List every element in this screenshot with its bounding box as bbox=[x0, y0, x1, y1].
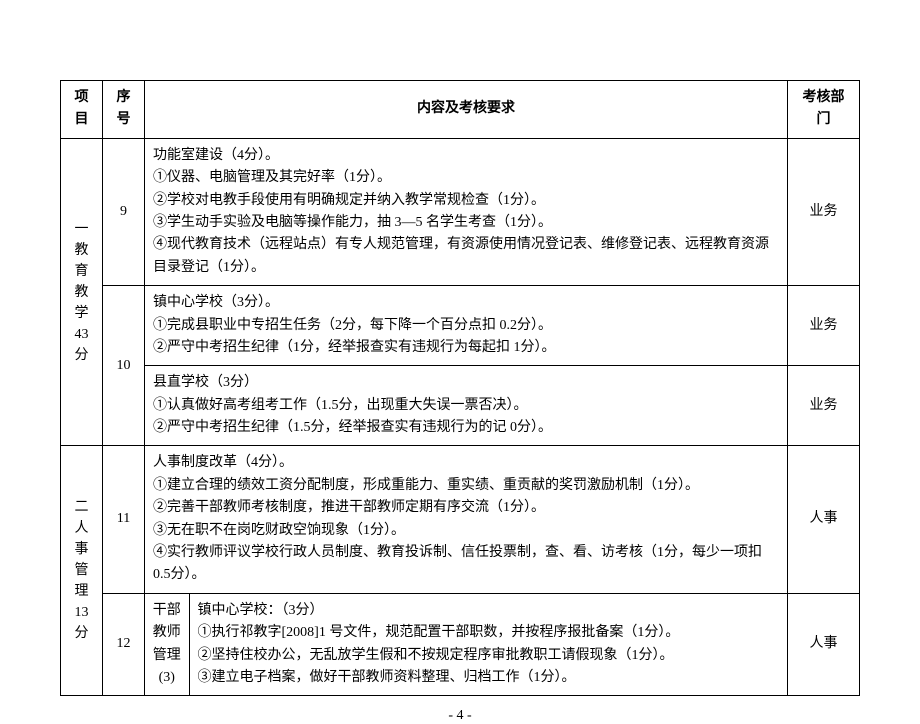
content-cell: 镇中心学校：（3分）①执行祁教字[2008]1 号文件，规范配置干部职数，并按程… bbox=[189, 594, 787, 696]
dept-cell: 人事 bbox=[788, 446, 860, 593]
dept-cell: 业务 bbox=[788, 366, 860, 446]
project-cell: 一教育教学43分 bbox=[61, 138, 103, 446]
dept-cell: 业务 bbox=[788, 286, 860, 366]
seq-cell: 12 bbox=[103, 593, 145, 696]
content-cell: 县直学校（3分）①认真做好高考组考工作（1.5分，出现重大失误一票否决）。②严守… bbox=[145, 366, 788, 446]
header-seq: 序号 bbox=[103, 81, 145, 139]
table-row: 10 镇中心学校（3分）。①完成县职业中专招生任务（2分，每下降一个百分点扣 0… bbox=[61, 286, 860, 366]
header-row: 项目 序号 内容及考核要求 考核部门 bbox=[61, 81, 860, 139]
table-row: 一教育教学43分 9 功能室建设（4分）。①仪器、电脑管理及其完好率（1分）。②… bbox=[61, 138, 860, 285]
dept-cell: 人事 bbox=[788, 593, 860, 696]
dept-cell: 业务 bbox=[788, 138, 860, 285]
project-cell: 二人事管理13分 bbox=[61, 446, 103, 696]
evaluation-table: 项目 序号 内容及考核要求 考核部门 一教育教学43分 9 功能室建设（4分）。… bbox=[60, 80, 860, 696]
seq-cell: 9 bbox=[103, 138, 145, 285]
table-row: 二人事管理13分 11 人事制度改革（4分）。①建立合理的绩效工资分配制度，形成… bbox=[61, 446, 860, 593]
table-row: 12 干部教师管理(3) 镇中心学校：（3分）①执行祁教字[2008]1 号文件… bbox=[61, 593, 860, 696]
header-project: 项目 bbox=[61, 81, 103, 139]
header-content: 内容及考核要求 bbox=[145, 81, 788, 139]
content-cell-wrapper: 干部教师管理(3) 镇中心学校：（3分）①执行祁教字[2008]1 号文件，规范… bbox=[145, 593, 788, 696]
sublabel-cell: 干部教师管理(3) bbox=[145, 594, 189, 696]
seq-cell: 10 bbox=[103, 286, 145, 446]
header-department: 考核部门 bbox=[788, 81, 860, 139]
table-row: 县直学校（3分）①认真做好高考组考工作（1.5分，出现重大失误一票否决）。②严守… bbox=[61, 366, 860, 446]
seq-cell: 11 bbox=[103, 446, 145, 593]
page-number: - 4 - bbox=[60, 708, 860, 724]
content-cell: 镇中心学校（3分）。①完成县职业中专招生任务（2分，每下降一个百分点扣 0.2分… bbox=[145, 286, 788, 366]
content-cell: 功能室建设（4分）。①仪器、电脑管理及其完好率（1分）。②学校对电教手段使用有明… bbox=[145, 138, 788, 285]
content-cell: 人事制度改革（4分）。①建立合理的绩效工资分配制度，形成重能力、重实绩、重贡献的… bbox=[145, 446, 788, 593]
